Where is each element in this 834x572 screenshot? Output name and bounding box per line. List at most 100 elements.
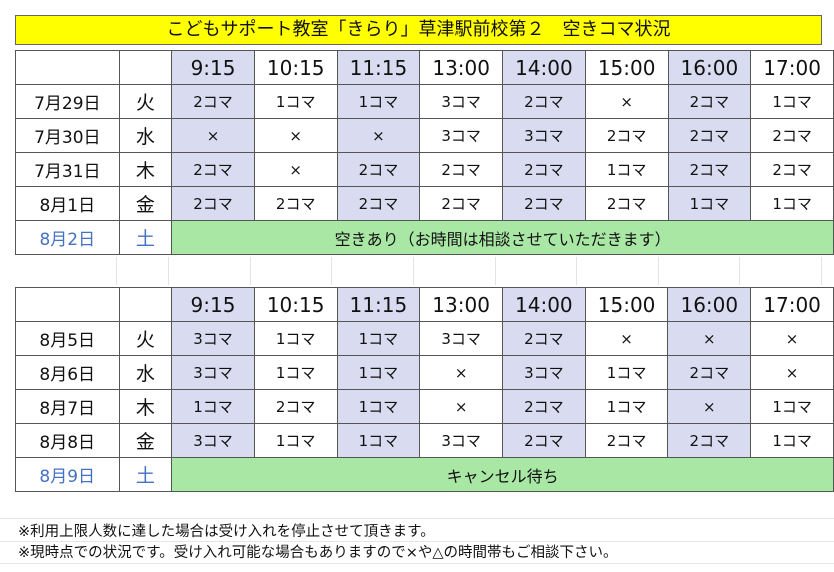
time-slot-header: 14:00 <box>502 50 586 85</box>
availability-cell: 1コマ <box>253 321 338 356</box>
date-cell: 8月7日 <box>15 389 120 424</box>
time-slot-header: 10:15 <box>253 287 338 322</box>
availability-cell: × <box>667 321 752 356</box>
availability-cell: 2コマ <box>502 152 586 187</box>
spacer-row <box>15 257 822 285</box>
availability-cell: 1コマ <box>584 355 669 390</box>
date-cell: 8月8日 <box>15 423 120 458</box>
schedule-table-week-2: 9:15 10:15 11:15 13:00 14:00 15:00 16:00 17:00 8… <box>15 287 834 492</box>
day-row: 7月29日火 2コマ 1コマ 1コマ 3コマ 2コマ × 2コマ 1コマ <box>15 84 834 119</box>
time-slot-header: 9:15 <box>171 50 255 85</box>
availability-cell: 2コマ <box>584 423 669 458</box>
availability-cell: 2コマ <box>584 118 669 153</box>
availability-cell: 2コマ <box>502 84 586 119</box>
availability-cell: 2コマ <box>667 118 752 153</box>
availability-cell: 1コマ <box>750 186 834 221</box>
saturday-weekday-cell: 土 <box>118 220 173 255</box>
availability-cell: 1コマ <box>336 84 421 119</box>
availability-cell: 1コマ <box>750 423 834 458</box>
saturday-weekday-cell: 土 <box>118 457 173 492</box>
weekday-cell: 金 <box>118 423 173 458</box>
time-slot-header: 11:15 <box>336 287 421 322</box>
availability-cell: 2コマ <box>253 186 338 221</box>
availability-cell: × <box>584 84 669 119</box>
weekday-cell: 水 <box>118 355 173 390</box>
weekday-cell: 金 <box>118 186 173 221</box>
weekday-cell: 火 <box>118 321 173 356</box>
day-row: 8月1日金 2コマ 2コマ 2コマ 2コマ 2コマ 2コマ 1コマ 1コマ <box>15 186 834 221</box>
availability-cell: × <box>750 321 834 356</box>
time-slot-header: 17:00 <box>750 287 834 322</box>
time-slot-header: 16:00 <box>667 287 752 322</box>
availability-cell: 2コマ <box>750 118 834 153</box>
availability-cell: 1コマ <box>750 84 834 119</box>
time-slot-header: 14:00 <box>501 287 586 322</box>
time-slot-header: 11:15 <box>336 50 421 85</box>
availability-cell: × <box>253 118 338 153</box>
availability-cell: 2コマ <box>336 186 421 221</box>
availability-cell: × <box>750 355 834 390</box>
day-row: 8月5日火 3コマ 1コマ 1コマ 3コマ 2コマ × × × <box>15 321 834 356</box>
availability-cell: × <box>419 355 503 390</box>
date-cell: 8月6日 <box>15 355 120 390</box>
saturday-note-cell: 空きあり（お時間は相談させていただきます） <box>171 220 834 255</box>
date-cell: 7月29日 <box>15 84 120 119</box>
day-row: 7月30日水 × × × 3コマ 3コマ 2コマ 2コマ 2コマ <box>15 118 834 153</box>
availability-cell: 2コマ <box>667 84 752 119</box>
availability-cell: 2コマ <box>501 389 586 424</box>
availability-cell: 2コマ <box>253 389 338 424</box>
time-slot-header: 13:00 <box>419 50 504 85</box>
availability-cell: 2コマ <box>336 152 421 187</box>
availability-cell: 3コマ <box>419 321 503 356</box>
day-row: 8月8日金 3コマ 1コマ 1コマ 3コマ 2コマ 2コマ 2コマ 1コマ <box>15 423 834 458</box>
availability-cell: 2コマ <box>584 186 669 221</box>
availability-cell: 1コマ <box>336 423 421 458</box>
availability-cell: 2コマ <box>501 423 586 458</box>
availability-cell: 2コマ <box>171 84 255 119</box>
availability-cell: 3コマ <box>171 321 255 356</box>
header-blank <box>118 50 173 85</box>
availability-cell: 1コマ <box>584 389 669 424</box>
availability-cell: 2コマ <box>667 423 752 458</box>
footnote-status: ※現時点での状況です。受け入れ可能な場合もありますので×や△の時間帯もご相談下さ… <box>18 545 618 561</box>
time-slot-header: 17:00 <box>750 50 834 85</box>
weekday-cell: 木 <box>118 152 173 187</box>
date-cell: 7月31日 <box>15 152 120 187</box>
availability-cell: 1コマ <box>253 355 338 390</box>
time-slot-header: 10:15 <box>253 50 338 85</box>
availability-cell: 2コマ <box>171 152 255 187</box>
time-header-row: 9:15 10:15 11:15 13:00 14:00 15:00 16:00 17:00 <box>15 287 834 322</box>
availability-cell: 2コマ <box>750 152 834 187</box>
date-cell: 7月30日 <box>15 118 120 153</box>
availability-cell: 3コマ <box>171 355 255 390</box>
availability-cell: 1コマ <box>750 389 834 424</box>
footnote-capacity: ※利用上限人数に達した場合は受け入れを停止させて頂きます。 <box>18 524 435 540</box>
availability-cell: 2コマ <box>501 321 586 356</box>
availability-cell: × <box>584 321 669 356</box>
availability-cell: × <box>171 118 255 153</box>
availability-cell: 3コマ <box>501 355 586 390</box>
weekday-cell: 木 <box>118 389 173 424</box>
availability-cell: 3コマ <box>171 423 255 458</box>
time-slot-header: 15:00 <box>584 50 669 85</box>
day-row: 8月6日水 3コマ 1コマ 1コマ × 3コマ 1コマ 2コマ × <box>15 355 834 390</box>
availability-cell: 3コマ <box>502 118 586 153</box>
time-slot-header: 13:00 <box>419 287 503 322</box>
day-row: 7月31日木 2コマ × 2コマ 2コマ 2コマ 1コマ 2コマ 2コマ <box>15 152 834 187</box>
availability-cell: 2コマ <box>502 186 586 221</box>
day-row: 8月7日木 1コマ 2コマ 1コマ × 2コマ 1コマ × 1コマ <box>15 389 834 424</box>
availability-cell: 1コマ <box>336 321 421 356</box>
availability-cell: 3コマ <box>419 118 504 153</box>
sheet-title: こどもサポート教室「きらり」草津駅前校第２ 空きコマ状況 <box>15 15 822 45</box>
date-cell: 8月5日 <box>15 321 120 356</box>
time-slot-header: 16:00 <box>667 50 752 85</box>
saturday-note-cell: キャンセル待ち <box>171 457 834 492</box>
availability-cell: × <box>419 389 503 424</box>
availability-cell: 3コマ <box>419 84 504 119</box>
time-slot-header: 15:00 <box>584 287 669 322</box>
weekday-cell: 水 <box>118 118 173 153</box>
date-cell: 8月1日 <box>15 186 120 221</box>
availability-cell: 1コマ <box>171 389 255 424</box>
availability-cell: × <box>253 152 338 187</box>
availability-cell: 2コマ <box>419 186 504 221</box>
